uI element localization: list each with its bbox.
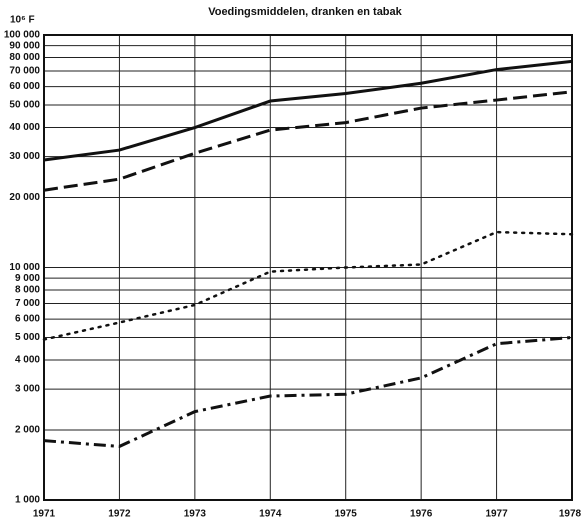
series-line	[43, 90, 573, 192]
x-tick-label: 1974	[259, 509, 282, 520]
y-tick-label: 80 000	[9, 52, 40, 63]
plot-frame	[43, 34, 573, 501]
y-tick-label: 10 000	[9, 262, 40, 273]
y-tick-label: 2 000	[15, 425, 40, 436]
y-tick-label: 4 000	[15, 355, 40, 366]
series-line	[42, 230, 574, 341]
y-tick-label: 60 000	[9, 81, 40, 92]
y-tick-label: 6 000	[15, 314, 40, 325]
y-tick-label: 5 000	[15, 332, 40, 343]
x-tick-label: 1971	[33, 509, 56, 520]
series-line	[43, 59, 573, 162]
chart-title: Voedingsmiddelen, dranken en tabak	[208, 6, 402, 18]
y-tick-label: 50 000	[9, 100, 40, 111]
y-tick-label: 20 000	[9, 192, 40, 203]
y-axis-label: 10⁶ F	[10, 15, 35, 26]
x-tick-label: 1973	[184, 509, 207, 520]
y-tick-label: 70 000	[9, 66, 40, 77]
y-tick-label: 9 000	[15, 273, 40, 284]
y-tick-label: 7 000	[15, 298, 40, 309]
x-tick-label: 1976	[410, 509, 433, 520]
x-tick-label: 1978	[559, 509, 582, 520]
y-tick-label: 100 000	[4, 30, 41, 41]
y-tick-label: 40 000	[9, 122, 40, 133]
y-tick-label: 30 000	[9, 151, 40, 162]
series-line	[43, 335, 573, 448]
x-tick-label: 1977	[485, 509, 508, 520]
x-tick-label: 1972	[108, 509, 131, 520]
y-tick-label: 8 000	[15, 285, 40, 296]
x-tick-label: 1975	[335, 509, 358, 520]
y-tick-label: 1 000	[15, 495, 40, 506]
y-tick-label: 3 000	[15, 384, 40, 395]
y-tick-label: 90 000	[9, 40, 40, 51]
